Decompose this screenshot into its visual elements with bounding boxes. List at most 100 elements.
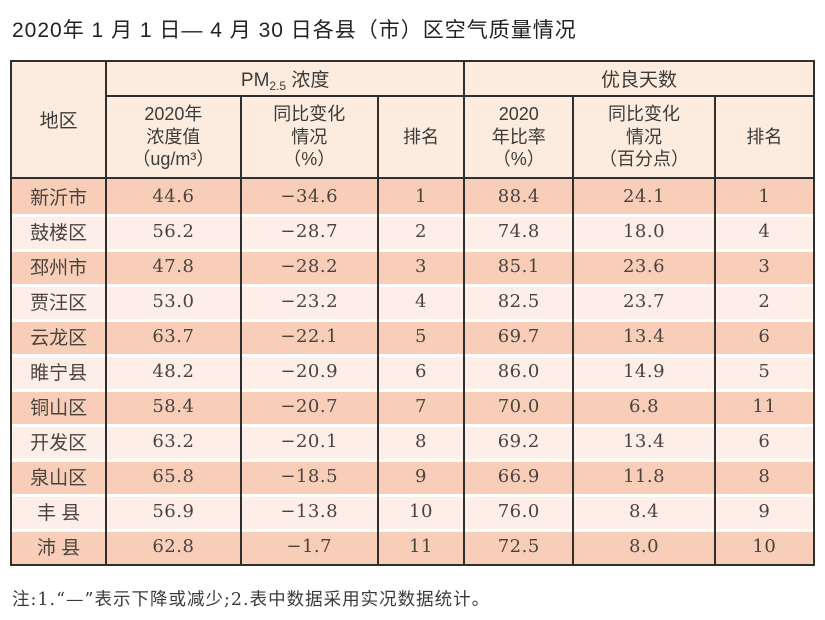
cell-pm-change: −34.6 <box>240 178 379 214</box>
table-row: 邳州市 47.8 −28.2 3 85.1 23.6 3 <box>11 249 816 284</box>
cell-pm-rank: 6 <box>377 354 466 389</box>
column-header-region: 地区 <box>11 61 108 179</box>
cell-good-ratio: 66.9 <box>464 459 575 494</box>
cell-good-ratio: 69.7 <box>464 319 575 354</box>
cell-pm-rank: 5 <box>377 319 466 354</box>
group-header-good-days: 优良天数 <box>464 61 815 97</box>
cell-pm-value: 56.2 <box>106 214 242 249</box>
cell-good-change: 11.8 <box>573 459 716 494</box>
column-header-good-change: 同比变化 情况 （百分点） <box>573 96 716 179</box>
cell-pm-rank: 4 <box>377 284 466 319</box>
cell-pm-change: −20.7 <box>240 389 379 424</box>
cell-good-rank: 3 <box>714 249 816 284</box>
column-header-pm-value: 2020年 浓度值 （ug/m³） <box>106 96 242 179</box>
cell-good-rank: 9 <box>714 494 816 529</box>
cell-good-rank: 10 <box>714 529 816 565</box>
cell-good-rank: 1 <box>714 178 816 214</box>
table-row: 贾汪区 53.0 −23.2 4 82.5 23.7 2 <box>11 284 816 319</box>
cell-good-rank: 2 <box>714 284 816 319</box>
table-body: 新沂市 44.6 −34.6 1 88.4 24.1 1 鼓楼区 56.2 −2… <box>11 178 816 565</box>
cell-good-ratio: 82.5 <box>464 284 575 319</box>
cell-good-rank: 4 <box>714 214 816 249</box>
table-row: 新沂市 44.6 −34.6 1 88.4 24.1 1 <box>11 178 816 214</box>
cell-good-ratio: 88.4 <box>464 178 575 214</box>
cell-good-ratio: 74.8 <box>464 214 575 249</box>
cell-good-change: 18.0 <box>573 214 716 249</box>
cell-pm-change: −1.7 <box>240 529 379 565</box>
cell-good-rank: 6 <box>714 319 816 354</box>
sub-header-row: 2020年 浓度值 （ug/m³） 同比变化 情况 （%） 排名 2020 年比… <box>11 96 816 179</box>
cell-region: 新沂市 <box>11 178 108 214</box>
pm25-label-prefix: PM <box>240 69 270 91</box>
cell-pm-value: 53.0 <box>106 284 242 319</box>
cell-good-ratio: 86.0 <box>464 354 575 389</box>
cell-pm-rank: 7 <box>377 389 466 424</box>
column-header-good-rank: 排名 <box>714 96 816 179</box>
cell-pm-change: −18.5 <box>240 459 379 494</box>
cell-good-ratio: 72.5 <box>464 529 575 565</box>
cell-pm-rank: 9 <box>377 459 466 494</box>
cell-region: 铜山区 <box>11 389 108 424</box>
table-row: 泉山区 65.8 −18.5 9 66.9 11.8 8 <box>11 459 816 494</box>
cell-region: 沛 县 <box>11 529 108 565</box>
cell-good-rank: 11 <box>714 389 816 424</box>
cell-good-ratio: 70.0 <box>464 389 575 424</box>
group-header-row: 地区 PM2.5 浓度 优良天数 <box>11 61 815 179</box>
table-row: 鼓楼区 56.2 −28.7 2 74.8 18.0 4 <box>11 214 816 249</box>
cell-good-ratio: 76.0 <box>464 494 575 529</box>
table-row: 沛 县 62.8 −1.7 11 72.5 8.0 10 <box>11 529 816 565</box>
cell-pm-change: −20.9 <box>240 354 379 389</box>
cell-pm-value: 48.2 <box>106 354 242 389</box>
cell-good-change: 6.8 <box>573 389 716 424</box>
cell-pm-change: −23.2 <box>240 284 379 319</box>
cell-good-change: 23.6 <box>573 249 716 284</box>
table-row: 睢宁县 48.2 −20.9 6 86.0 14.9 5 <box>11 354 816 389</box>
cell-good-change: 13.4 <box>573 424 716 459</box>
cell-good-ratio: 69.2 <box>464 424 575 459</box>
cell-good-rank: 6 <box>714 424 816 459</box>
cell-pm-change: −28.2 <box>240 249 379 284</box>
cell-region: 云龙区 <box>11 319 108 354</box>
cell-good-change: 8.0 <box>573 529 716 565</box>
cell-pm-rank: 2 <box>377 214 466 249</box>
cell-good-rank: 5 <box>714 354 816 389</box>
table-row: 开发区 63.2 −20.1 8 69.2 13.4 6 <box>11 424 816 459</box>
cell-pm-change: −22.1 <box>240 319 379 354</box>
column-header-pm-change: 同比变化 情况 （%） <box>240 96 379 179</box>
cell-pm-rank: 11 <box>377 529 466 565</box>
cell-pm-value: 58.4 <box>106 389 242 424</box>
cell-good-rank: 8 <box>714 459 816 494</box>
cell-region: 邳州市 <box>11 249 108 284</box>
cell-pm-value: 56.9 <box>106 494 242 529</box>
table-row: 云龙区 63.7 −22.1 5 69.7 13.4 6 <box>11 319 816 354</box>
cell-pm-value: 62.8 <box>106 529 242 565</box>
cell-region: 泉山区 <box>11 459 108 494</box>
cell-good-change: 8.4 <box>573 494 716 529</box>
cell-region: 开发区 <box>11 424 108 459</box>
cell-pm-value: 44.6 <box>106 178 242 214</box>
group-header-pm25: PM2.5 浓度 <box>106 61 466 97</box>
pm25-label-suffix: 浓度 <box>286 69 330 91</box>
cell-good-change: 14.9 <box>573 354 716 389</box>
footnote: 注:1.“—”表示下降或减少;2.表中数据采用实况数据统计。 <box>12 590 491 610</box>
cell-pm-rank: 8 <box>377 424 466 459</box>
column-header-good-ratio: 2020 年比率 （%） <box>464 96 575 179</box>
cell-pm-rank: 1 <box>377 178 466 214</box>
air-quality-table: 地区 PM2.5 浓度 优良天数 2020年 浓度值 （ug/m³） 同比变化 … <box>10 60 816 566</box>
cell-region: 丰 县 <box>11 494 108 529</box>
page-title: 2020年 1 月 1 日— 4 月 30 日各县（市）区空气质量情况 <box>12 19 577 42</box>
cell-good-change: 23.7 <box>573 284 716 319</box>
table-row: 丰 县 56.9 −13.8 10 76.0 8.4 9 <box>11 494 816 529</box>
cell-good-change: 13.4 <box>573 319 716 354</box>
cell-pm-rank: 3 <box>377 249 466 284</box>
table-header: 地区 PM2.5 浓度 优良天数 2020年 浓度值 （ug/m³） 同比变化 … <box>11 61 816 179</box>
column-header-pm-rank: 排名 <box>377 96 466 179</box>
table-row: 铜山区 58.4 −20.7 7 70.0 6.8 11 <box>11 389 816 424</box>
cell-pm-rank: 10 <box>377 494 466 529</box>
cell-pm-change: −28.7 <box>240 214 379 249</box>
cell-pm-value: 63.7 <box>106 319 242 354</box>
cell-region: 睢宁县 <box>11 354 108 389</box>
cell-pm-value: 63.2 <box>106 424 242 459</box>
cell-good-ratio: 85.1 <box>464 249 575 284</box>
